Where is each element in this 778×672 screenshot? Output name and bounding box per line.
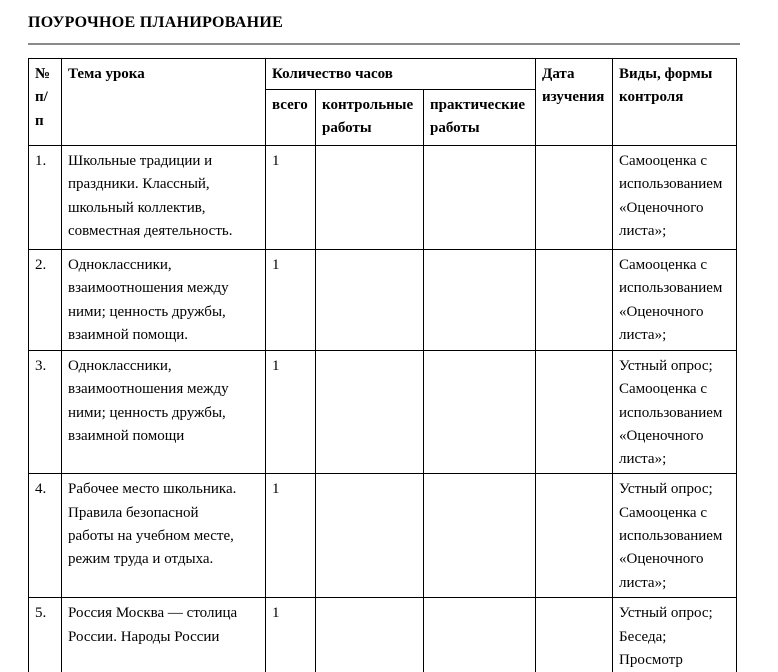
header-hours-total: всего bbox=[265, 89, 316, 146]
table-header: № п/п Тема урока Количество часов Дата и… bbox=[28, 58, 737, 146]
hours-control-cell bbox=[315, 473, 424, 599]
hours-total-cell: 1 bbox=[265, 249, 316, 351]
date-cell bbox=[535, 473, 613, 599]
topic-cell: Россия Москва — столица России. Народы Р… bbox=[61, 597, 266, 672]
hours-practical-cell bbox=[423, 145, 536, 250]
hours-control-cell bbox=[315, 597, 424, 672]
table-row: 5. Россия Москва — столица России. Народ… bbox=[28, 597, 737, 672]
topic-cell: Школьные традиции и праздники. Классный,… bbox=[61, 145, 266, 250]
table-row: 2. Одноклассники, взаимоотношения между … bbox=[28, 249, 737, 351]
header-number: № п/п bbox=[28, 58, 62, 146]
header-hours-group: Количество часов bbox=[265, 58, 536, 90]
title-divider bbox=[28, 43, 740, 45]
date-cell bbox=[535, 249, 613, 351]
topic-cell: Одноклассники, взаимоотношения между ним… bbox=[61, 249, 266, 351]
control-forms-cell: Устный опрос; Самооценка с использование… bbox=[612, 349, 737, 475]
table-row: 1. Школьные традиции и праздники. Классн… bbox=[28, 145, 737, 250]
header-topic: Тема урока bbox=[61, 58, 266, 146]
date-cell bbox=[535, 597, 613, 672]
table-row: 4. Рабочее место школьника. Правила безо… bbox=[28, 473, 737, 599]
header-hours-control: контрольные работы bbox=[315, 89, 424, 146]
hours-practical-cell bbox=[423, 597, 536, 672]
page-title: ПОУРОЧНОЕ ПЛАНИРОВАНИЕ bbox=[28, 14, 284, 31]
hours-practical-cell bbox=[423, 349, 536, 475]
header-control-forms: Виды, формы контроля bbox=[612, 58, 737, 146]
control-forms-cell: Устный опрос; Самооценка с использование… bbox=[612, 473, 737, 599]
header-date: Дата изучения bbox=[535, 58, 613, 146]
hours-total-cell: 1 bbox=[265, 473, 316, 599]
row-number-cell: 5. bbox=[28, 597, 62, 672]
date-cell bbox=[535, 349, 613, 475]
row-number-cell: 1. bbox=[28, 145, 62, 250]
row-number-cell: 3. bbox=[28, 349, 62, 475]
hours-control-cell bbox=[315, 145, 424, 250]
control-forms-cell: Устный опрос; Беседа; Просмотр bbox=[612, 597, 737, 672]
hours-total-cell: 1 bbox=[265, 145, 316, 250]
topic-cell: Рабочее место школьника. Правила безопас… bbox=[61, 473, 266, 599]
control-forms-cell: Самооценка с использованием «Оценочного … bbox=[612, 145, 737, 250]
hours-control-cell bbox=[315, 249, 424, 351]
topic-cell: Одноклассники, взаимоотношения между ним… bbox=[61, 349, 266, 475]
row-number-cell: 4. bbox=[28, 473, 62, 599]
control-forms-cell: Самооценка с использованием «Оценочного … bbox=[612, 249, 737, 351]
row-number-cell: 2. bbox=[28, 249, 62, 351]
table-body: 1. Школьные традиции и праздники. Классн… bbox=[28, 145, 737, 672]
hours-practical-cell bbox=[423, 249, 536, 351]
hours-control-cell bbox=[315, 349, 424, 475]
header-hours-practical: практические работы bbox=[423, 89, 536, 146]
hours-practical-cell bbox=[423, 473, 536, 599]
lesson-planning-table: № п/п Тема урока Количество часов Дата и… bbox=[28, 58, 737, 672]
table-row: 3. Одноклассники, взаимоотношения между … bbox=[28, 349, 737, 475]
hours-total-cell: 1 bbox=[265, 349, 316, 475]
hours-total-cell: 1 bbox=[265, 597, 316, 672]
date-cell bbox=[535, 145, 613, 250]
